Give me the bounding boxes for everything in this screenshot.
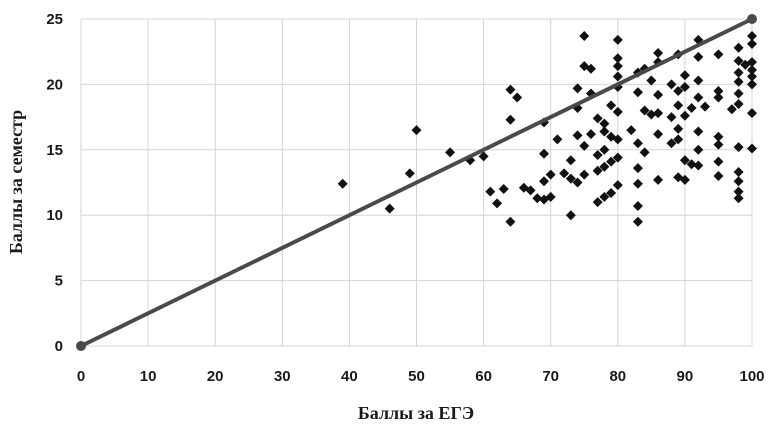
data-point: [445, 147, 455, 157]
data-point: [734, 187, 744, 197]
data-point: [566, 210, 576, 220]
data-point: [734, 89, 744, 99]
data-point: [613, 53, 623, 63]
data-point: [666, 79, 676, 89]
y-tick-label: 10: [46, 207, 63, 224]
x-tick-label: 70: [542, 368, 559, 385]
x-tick-label: 10: [140, 368, 157, 385]
data-point: [747, 143, 757, 153]
data-point: [734, 176, 744, 186]
data-point: [640, 147, 650, 157]
x-tick-label: 20: [207, 368, 224, 385]
data-point: [633, 201, 643, 211]
data-point: [633, 163, 643, 173]
data-point: [747, 108, 757, 118]
data-point: [666, 112, 676, 122]
data-point: [385, 204, 395, 214]
data-point: [700, 102, 710, 112]
data-point: [680, 111, 690, 121]
y-tick-label: 20: [46, 76, 63, 93]
data-point: [713, 171, 723, 181]
data-point: [626, 125, 636, 135]
x-tick-label: 40: [341, 368, 358, 385]
data-point: [633, 87, 643, 97]
data-point: [606, 100, 616, 110]
y-tick-label: 5: [55, 273, 63, 290]
x-tick-label: 90: [677, 368, 694, 385]
data-point: [653, 48, 663, 58]
y-tick-label: 0: [55, 338, 63, 355]
data-point: [505, 217, 515, 227]
data-point: [734, 43, 744, 53]
data-point: [499, 184, 509, 194]
data-point: [613, 35, 623, 45]
data-point: [338, 179, 348, 189]
data-point: [693, 92, 703, 102]
data-point: [713, 132, 723, 142]
data-point: [552, 134, 562, 144]
y-axis-title: Баллы за семестр: [6, 110, 26, 254]
data-point: [566, 155, 576, 165]
data-point: [693, 145, 703, 155]
y-tick-label: 25: [46, 11, 63, 28]
data-point: [485, 187, 495, 197]
x-axis-title: Баллы за ЕГЭ: [358, 403, 474, 423]
x-tick-label: 30: [274, 368, 291, 385]
reference-line-end-marker: [747, 14, 757, 24]
data-point: [693, 52, 703, 62]
data-point: [546, 170, 556, 180]
data-point: [653, 90, 663, 100]
data-point: [713, 49, 723, 59]
y-tick-label: 15: [46, 142, 63, 159]
data-point: [734, 167, 744, 177]
data-point: [734, 142, 744, 152]
data-point: [573, 130, 583, 140]
data-point: [412, 125, 422, 135]
x-tick-label: 60: [475, 368, 492, 385]
y-tick-labels: 0 5 10 15 20 25: [46, 11, 63, 355]
data-point: [586, 129, 596, 139]
data-point: [539, 176, 549, 186]
data-point: [579, 170, 589, 180]
data-point: [747, 31, 757, 41]
data-point: [673, 124, 683, 134]
data-point: [693, 126, 703, 136]
data-point: [653, 108, 663, 118]
data-point: [713, 157, 723, 167]
data-point: [505, 115, 515, 125]
data-point: [734, 68, 744, 78]
data-point: [713, 86, 723, 96]
data-point: [633, 138, 643, 148]
data-point: [579, 31, 589, 41]
x-tick-labels: 0 10 20 30 40 50 60 70 80 90 100: [77, 368, 765, 385]
data-point: [693, 160, 703, 170]
data-point: [505, 85, 515, 95]
data-point: [687, 103, 697, 113]
data-point: [633, 217, 643, 227]
x-tick-label: 100: [739, 368, 764, 385]
data-point: [512, 92, 522, 102]
data-point: [734, 77, 744, 87]
x-tick-label: 80: [609, 368, 626, 385]
reference-line-start-marker: [76, 341, 86, 351]
data-point: [613, 180, 623, 190]
data-point: [405, 168, 415, 178]
data-point: [680, 70, 690, 80]
data-point: [633, 179, 643, 189]
x-tick-label: 0: [77, 368, 85, 385]
x-tick-label: 50: [408, 368, 425, 385]
data-points: [338, 31, 757, 227]
data-point: [653, 129, 663, 139]
data-point: [653, 175, 663, 185]
data-point: [613, 72, 623, 82]
data-point: [673, 100, 683, 110]
data-point: [492, 198, 502, 208]
data-point: [613, 107, 623, 117]
